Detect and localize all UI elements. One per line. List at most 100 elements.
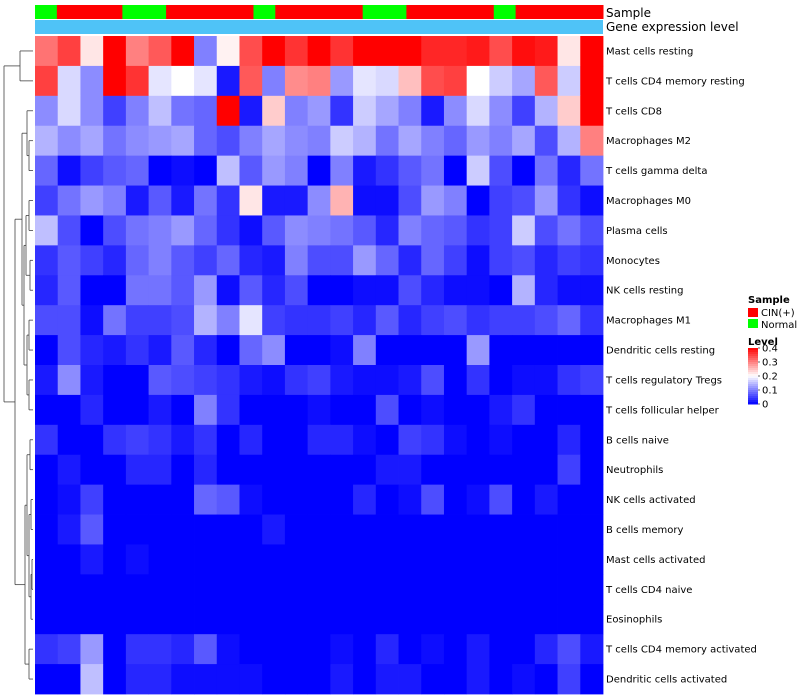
heatmap-cell [580,634,604,665]
heatmap-cell [35,604,59,635]
heatmap-cell [125,215,149,246]
heatmap-cell [580,424,604,456]
heatmap-cell [353,125,377,157]
heatmap-cell [466,424,490,456]
heatmap-cell [580,335,604,366]
sample-annotation-cell [450,5,473,19]
annotation-label-gene-expression-level: Gene expression level [606,20,739,34]
heatmap-cell [512,125,536,157]
heatmap-cell [534,36,558,67]
colorbar-segment [748,402,758,405]
heatmap-cell [239,185,263,216]
heatmap-cell [148,155,172,186]
heatmap-cell [375,245,399,276]
heatmap-cell [443,245,468,276]
heatmap-cell [466,305,490,336]
heatmap-cell [194,484,218,515]
heatmap-cell [466,514,490,545]
legend: Sample CIN(+) Normal Level 0.4 0.3 0.2 0.1 0 [748,295,797,411]
heatmap-cell [534,394,558,426]
heatmap-cell [57,125,81,157]
heatmap-cell [557,365,581,396]
row-label: Macrophages M2 [606,136,691,147]
heatmap-cell [375,604,399,635]
heatmap-cell [512,185,536,216]
heatmap-cell [284,574,309,605]
heatmap-cell [489,275,513,306]
heatmap-cell [216,484,240,515]
row-label: T cells CD4 memory activated [605,645,757,656]
heatmap-cell [330,215,354,246]
heatmap-cell [284,454,309,486]
heatmap-cell [580,36,604,67]
heatmap-cell [512,664,536,695]
heatmap-cell [103,394,127,426]
heatmap-cell [125,634,149,665]
colorbar-segment [748,386,758,389]
heatmap-cell [489,95,513,127]
heatmap-cell [307,36,331,67]
heatmap-cell [489,604,513,635]
heatmap-cell [307,514,331,545]
heatmap-cell [398,215,422,246]
heatmap-cell [557,185,581,216]
heatmap-cell [239,215,263,246]
heatmap-cell [103,335,127,366]
heatmap-cell [125,185,149,216]
heatmap-cell [580,454,604,486]
heatmap-cell [239,365,263,396]
heatmap-cell [580,305,604,336]
heatmap-cell [443,454,468,486]
heatmap-cell [557,544,581,575]
heatmap-cell [148,335,172,366]
heatmap-cell [398,514,422,545]
heatmap-cell [580,185,604,216]
heatmap-cell [353,544,377,575]
heatmap-cell [125,514,149,545]
heatmap-cell [284,484,309,515]
heatmap-cell [489,185,513,216]
heatmap-cell [80,305,104,336]
heatmap-cell [125,125,149,157]
heatmap-cell [489,305,513,336]
heatmap-cell [216,275,240,306]
heatmap-cell [148,394,172,426]
heatmap-cell [57,484,81,515]
heatmap-cell [284,365,309,396]
heatmap-cell [557,394,581,426]
sample-annotation-cell [209,5,233,19]
colorbar-segment [748,370,758,373]
heatmap-cell [239,574,263,605]
heatmap-cell [557,65,581,97]
heatmap-cell [103,65,127,97]
heatmap-cell [148,125,172,157]
heatmap-cell [125,394,149,426]
heatmap-cell [534,155,558,186]
heatmap-cell [421,424,445,456]
heatmap-cell [353,65,377,97]
heatmap-cell [284,65,309,97]
heatmap-cell [398,155,422,186]
heatmap-cell [534,424,558,456]
heatmap-cell [307,484,331,515]
heatmap-cell [284,36,309,67]
heatmap-cell [103,36,127,67]
heatmap-cell [103,245,127,276]
heatmap-cell [262,394,286,426]
row-label: T cells gamma delta [605,166,707,177]
heatmap-cell [194,544,218,575]
heatmap-cell [330,185,354,216]
heatmap-cell [512,36,536,67]
heatmap-cell [262,65,286,97]
heatmap-cell [353,275,377,306]
heatmap-cell [512,574,536,605]
heatmap-cell [557,305,581,336]
heatmap-cell [489,335,513,366]
sample-annotation-cell [537,5,560,19]
heatmap-cell [353,155,377,186]
heatmap-cells [35,36,604,695]
heatmap-cell [534,125,558,157]
heatmap-cell [239,65,263,97]
heatmap-cell [148,245,172,276]
heatmap-cell [375,335,399,366]
